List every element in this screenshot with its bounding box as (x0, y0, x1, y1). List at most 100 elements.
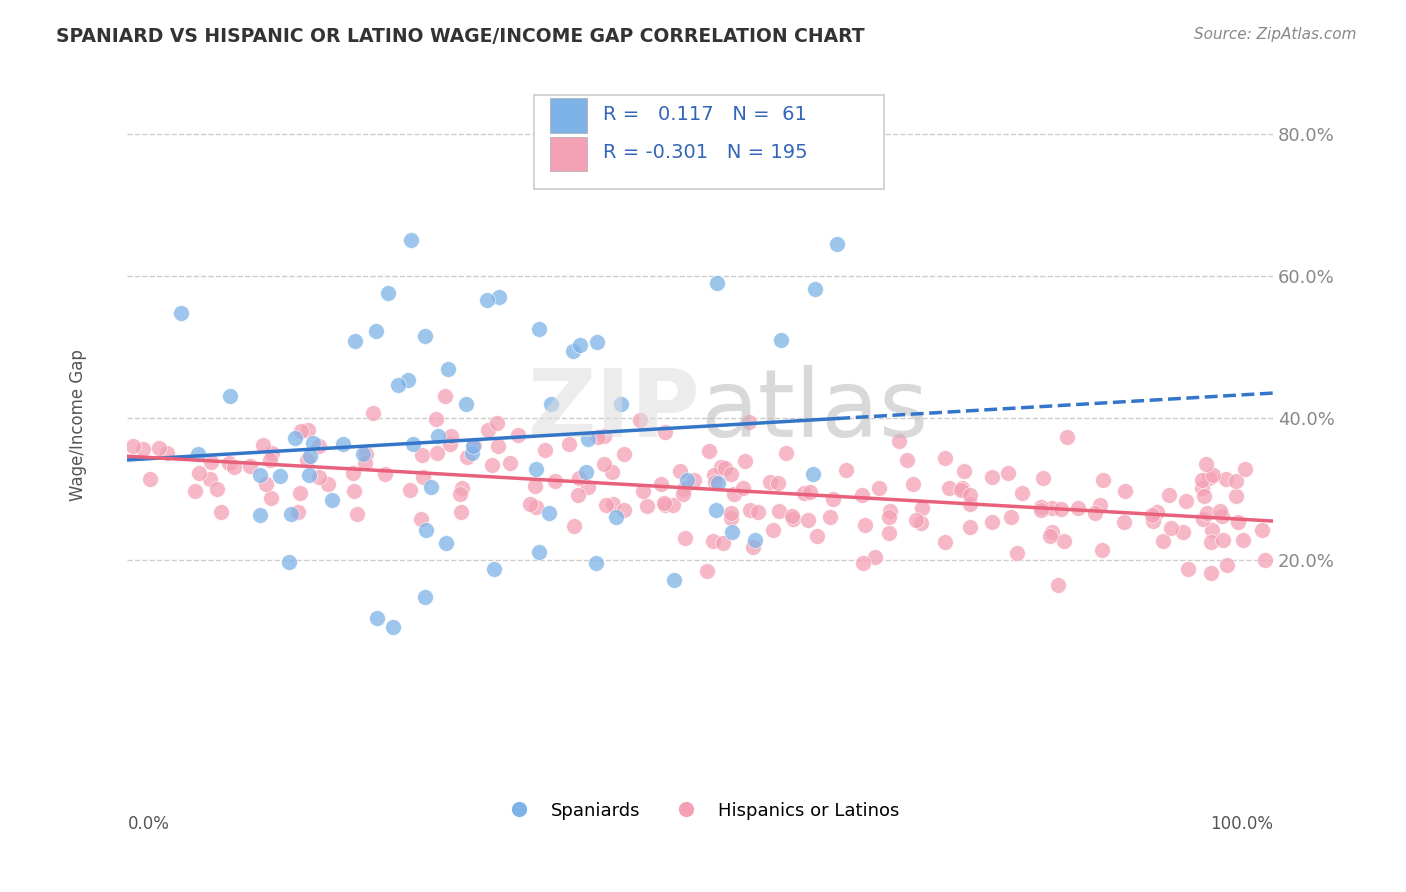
Point (720, 506, 742, 520)
Point (1039, 529, 1062, 543)
Point (575, 465, 598, 479)
Point (1047, 578, 1070, 592)
Point (486, 416, 509, 430)
Point (710, 460, 733, 475)
Point (139, 472, 162, 486)
Point (585, 334, 607, 349)
Point (1212, 533, 1234, 547)
Point (673, 531, 696, 545)
Point (308, 470, 330, 484)
Point (477, 423, 499, 437)
Point (628, 413, 651, 427)
Point (316, 476, 339, 491)
Point (696, 564, 718, 578)
Point (209, 505, 232, 519)
Point (284, 431, 307, 445)
Point (1146, 505, 1168, 519)
Point (254, 476, 277, 491)
Point (456, 396, 478, 410)
Point (412, 470, 434, 484)
Point (938, 481, 960, 495)
Point (758, 475, 780, 489)
Point (1029, 500, 1052, 514)
Point (463, 439, 485, 453)
Point (721, 524, 744, 539)
Point (1192, 511, 1215, 525)
Point (280, 508, 302, 522)
Point (200, 454, 222, 468)
Point (461, 446, 484, 460)
Point (377, 285, 399, 300)
Point (879, 504, 901, 518)
Point (249, 468, 271, 483)
Point (184, 483, 207, 498)
Point (714, 461, 737, 475)
Point (704, 475, 727, 489)
Point (797, 513, 820, 527)
Point (569, 338, 592, 352)
Point (803, 467, 825, 482)
Point (1040, 501, 1063, 516)
Point (499, 456, 522, 470)
Point (568, 471, 591, 485)
Point (425, 412, 447, 426)
Point (262, 445, 284, 459)
Point (343, 334, 366, 348)
Point (585, 556, 607, 570)
Point (354, 456, 377, 470)
Point (1160, 520, 1182, 534)
Point (672, 482, 695, 496)
Point (366, 611, 388, 625)
Point (290, 486, 312, 500)
Point (636, 499, 658, 513)
Point (766, 476, 789, 491)
Point (374, 467, 396, 482)
Point (997, 467, 1019, 481)
Point (1000, 510, 1022, 524)
Point (1195, 507, 1218, 521)
Point (486, 439, 509, 453)
Point (697, 443, 720, 458)
Point (477, 293, 499, 307)
Point (224, 459, 246, 474)
Point (450, 481, 472, 495)
Point (879, 526, 901, 541)
Point (299, 449, 322, 463)
Point (650, 477, 672, 491)
Point (1209, 504, 1232, 518)
Point (959, 520, 981, 534)
Point (711, 536, 734, 550)
Point (852, 556, 875, 570)
Point (252, 438, 274, 452)
Point (342, 484, 364, 499)
Point (170, 305, 193, 319)
Point (1114, 483, 1136, 498)
Point (544, 474, 567, 488)
Point (740, 503, 762, 517)
Point (188, 466, 211, 480)
Point (605, 509, 627, 524)
Point (1177, 562, 1199, 576)
Point (720, 511, 742, 525)
Point (558, 437, 581, 451)
Point (411, 448, 433, 462)
Point (704, 502, 727, 516)
Point (148, 442, 170, 456)
Point (524, 479, 547, 493)
Text: Wage/Income Gap: Wage/Income Gap (69, 350, 87, 501)
Point (613, 446, 636, 460)
Text: 100.0%: 100.0% (1211, 815, 1272, 833)
Point (302, 435, 325, 450)
Point (295, 453, 318, 467)
Text: Source: ZipAtlas.com: Source: ZipAtlas.com (1194, 27, 1357, 42)
Point (434, 535, 457, 549)
Point (298, 467, 321, 482)
Point (287, 505, 309, 519)
Point (1011, 486, 1033, 500)
Point (1088, 498, 1111, 512)
Point (595, 498, 617, 512)
Point (1216, 558, 1239, 573)
Point (633, 483, 655, 498)
Point (576, 432, 599, 446)
Point (1225, 489, 1247, 503)
